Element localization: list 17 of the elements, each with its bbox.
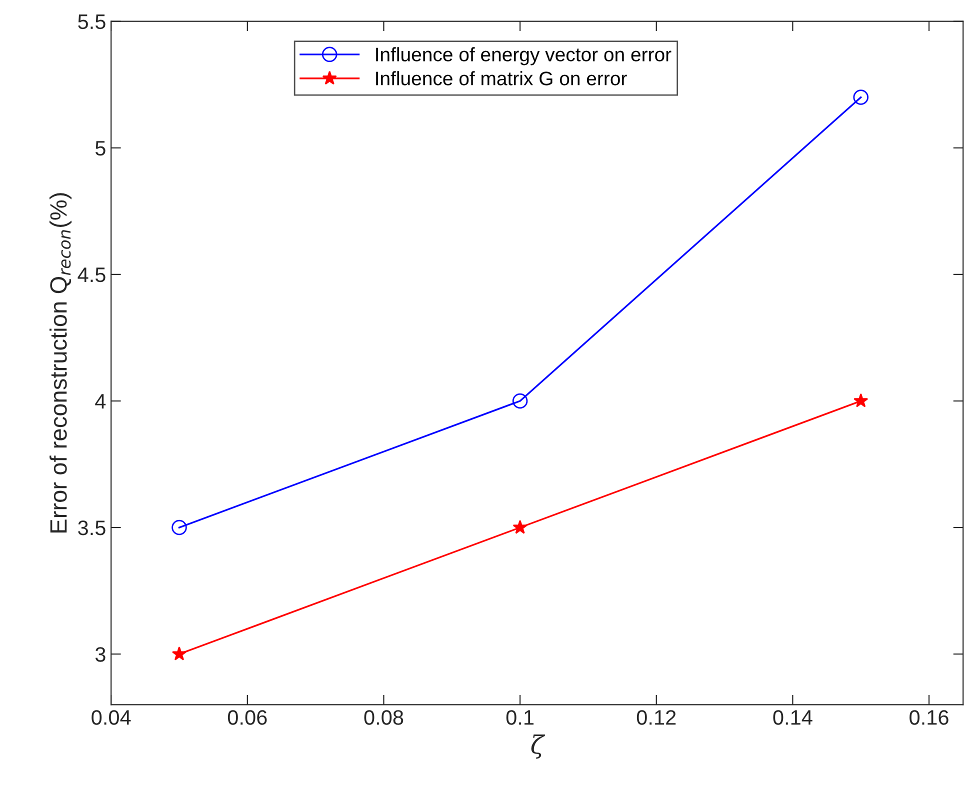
- x-tick-label: 0.1: [506, 710, 534, 725]
- x-tick-label: 0.12: [636, 710, 676, 725]
- y-axis-title: Error of reconstruction Q$_{recon}$(%): [50, 193, 72, 532]
- y-tick-label: 4: [95, 394, 106, 409]
- y-tick-label: 5.5: [78, 14, 106, 30]
- x-tick-label: 0.08: [364, 710, 404, 725]
- legend-label: Influence of energy vector on error: [376, 47, 672, 66]
- y-tick-label: 3.5: [78, 520, 106, 536]
- y-tick-label: 3: [95, 647, 106, 662]
- x-tick-label: 0.14: [773, 710, 812, 725]
- x-tick-label: 0.06: [228, 710, 267, 725]
- y-tick-label: 4.5: [78, 268, 106, 282]
- legend-label: Influence of matrix G on error: [376, 71, 627, 86]
- x-tick-label: 0.04: [92, 710, 131, 725]
- x-tick-label: 0.16: [910, 710, 948, 725]
- x-axis-title: ζ: [531, 734, 546, 759]
- y-tick-label: 5: [95, 141, 106, 156]
